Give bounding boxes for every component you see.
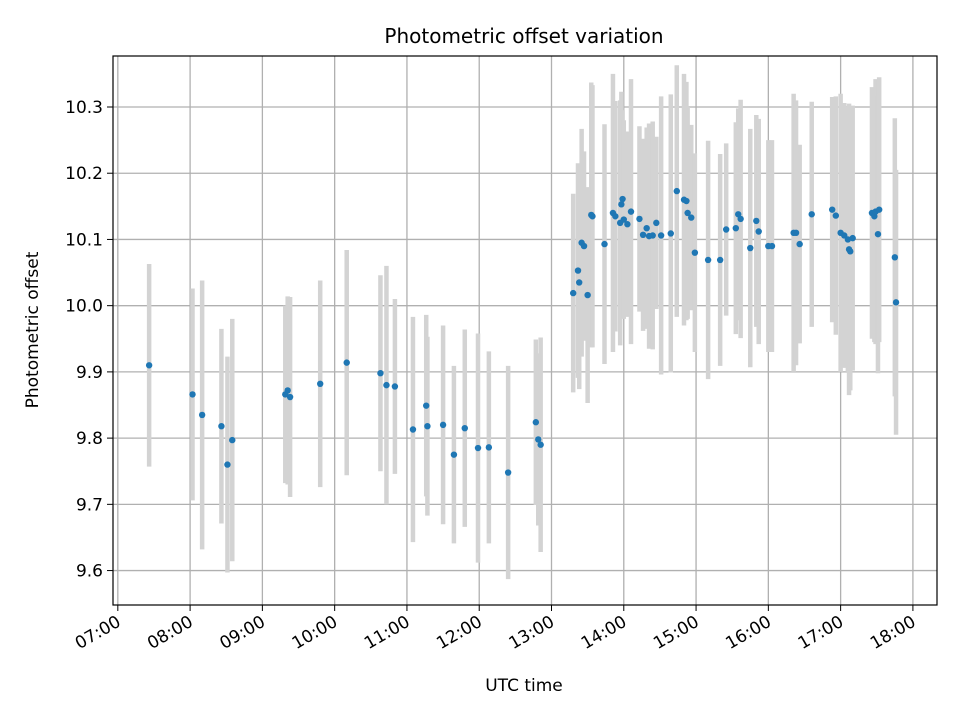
data-point [891, 254, 899, 261]
data-point [474, 444, 482, 452]
data-point [569, 289, 577, 297]
data-point [874, 230, 882, 238]
data-point [618, 201, 625, 208]
data-point [667, 230, 674, 237]
data-point [643, 224, 650, 232]
data-point [423, 402, 430, 409]
data-point [537, 441, 544, 448]
data-point [535, 436, 542, 443]
y-tick-label: 10.3 [65, 98, 103, 118]
data-point [229, 436, 236, 444]
data-point [847, 248, 854, 255]
data-point [673, 187, 680, 195]
data-point [691, 249, 699, 256]
data-point [145, 362, 153, 369]
data-point [189, 391, 196, 398]
data-point [627, 208, 635, 215]
data-point [574, 267, 582, 274]
data-point [684, 209, 691, 217]
grid [113, 56, 937, 605]
y-tick-label: 9.7 [76, 495, 103, 515]
data-point [224, 461, 231, 468]
data-point [768, 242, 776, 250]
y-tick-label: 10.2 [65, 164, 103, 184]
data-point [198, 411, 206, 419]
data-point [639, 231, 647, 239]
y-tick-label: 9.8 [76, 429, 103, 449]
data-point [589, 213, 596, 220]
data-point [317, 380, 324, 388]
data-point [716, 256, 724, 264]
data-point [753, 217, 760, 225]
data-point [828, 206, 836, 213]
data-point [584, 291, 591, 299]
data-point [688, 214, 695, 221]
data-point [284, 387, 291, 394]
data-point [844, 236, 852, 243]
data-point [377, 370, 384, 377]
data-point [601, 240, 608, 248]
y-tick-label: 10.1 [65, 230, 103, 250]
data-point [796, 240, 803, 248]
data-point [657, 232, 665, 239]
data-point [649, 232, 656, 239]
data-point [832, 212, 840, 219]
data-point [612, 213, 619, 220]
data-point [755, 228, 762, 235]
data-point [636, 215, 643, 223]
data-point [424, 422, 431, 430]
y-tick-label: 10.0 [65, 297, 103, 317]
y-tick-label: 9.9 [76, 363, 103, 383]
data-point [391, 383, 399, 390]
data-point [747, 244, 754, 252]
data-point [218, 422, 225, 430]
data-point [875, 206, 883, 213]
data-point [532, 419, 540, 426]
chart-title: Photometric offset variation [384, 24, 663, 48]
data-point [619, 195, 626, 203]
data-point [409, 426, 417, 433]
data-point [286, 393, 294, 401]
data-point [722, 226, 730, 233]
y-tick-label: 9.6 [76, 562, 103, 582]
data-point [580, 242, 588, 250]
data-points [145, 187, 900, 476]
data-point [737, 215, 744, 223]
y-axis: 9.6 9.7 9.8 9.9 10.0 10.1 10.2 10.3 [65, 98, 113, 582]
data-point [620, 216, 627, 223]
data-point [383, 381, 390, 389]
data-point [704, 256, 712, 264]
data-point [461, 424, 468, 432]
data-point [504, 469, 512, 476]
data-point [732, 224, 740, 232]
data-point [683, 197, 690, 205]
data-point [450, 451, 458, 458]
data-point [576, 279, 583, 286]
data-point [653, 219, 660, 227]
data-point [343, 359, 350, 366]
y-axis-label: Photometric offset [23, 251, 43, 408]
data-point [485, 444, 493, 451]
data-point [792, 229, 800, 237]
x-axis-label: UTC time [485, 676, 563, 696]
data-point [892, 299, 900, 306]
data-point [849, 234, 856, 242]
data-point [439, 421, 447, 429]
data-point [808, 211, 815, 218]
plot-frame [112, 55, 938, 606]
data-point [624, 221, 631, 228]
